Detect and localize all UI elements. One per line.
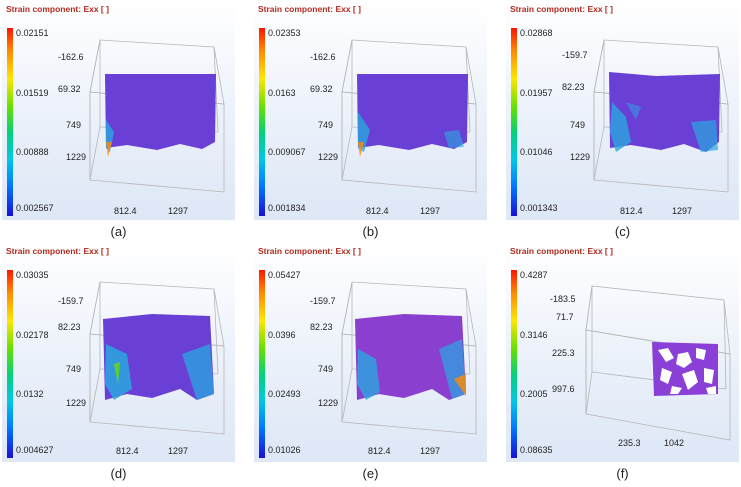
x-tick-label: 812.4	[366, 206, 389, 216]
x-tick-label: 235.3	[618, 438, 641, 448]
y-tick-label: 1229	[66, 398, 87, 408]
y-tick-label: 1229	[318, 398, 339, 408]
x-tick-label: 812.4	[116, 446, 139, 456]
panel-title: Strain component: Exx [ ]	[258, 4, 361, 14]
colorbar-label-3: 0.02493	[268, 389, 301, 399]
colorbar-max-label: 0.02151	[16, 28, 49, 38]
colorbar-max-label: 0.02868	[520, 28, 553, 38]
strain-surface-plot	[89, 39, 225, 193]
y-tick-label: 1229	[66, 152, 87, 162]
y-tick-label: 1229	[318, 152, 339, 162]
x-tick-label: 1297	[672, 206, 693, 216]
x-tick-label: 1297	[420, 446, 441, 456]
colorbar-label-3: 0.0132	[16, 389, 44, 399]
colorbar-label-2: 0.01957	[520, 88, 553, 98]
colorbar-label-2: 0.01519	[16, 88, 49, 98]
colorbar-max-label: 0.02353	[268, 28, 301, 38]
colorbar-label-2: 0.0396	[268, 330, 296, 340]
x-tick-label: 812.4	[114, 206, 137, 216]
colorbar-label-2: 0.0163	[268, 88, 296, 98]
y-tick-label: 225.3	[552, 348, 575, 358]
strain-surface-plot	[341, 281, 477, 435]
panel-a: Strain component: Exx [ ] 0.02151 0.0151…	[2, 2, 235, 220]
y-tick-label: 749	[570, 120, 586, 130]
x-tick-label: 812.4	[368, 446, 391, 456]
panel-title: Strain component: Exx [ ]	[258, 246, 361, 256]
strain-surface-plot	[585, 285, 731, 441]
colorbar-min-label: 0.002567	[16, 203, 54, 213]
colorbar-label-3: 0.2005	[520, 389, 548, 399]
colorbar-label-2: 0.02178	[16, 330, 49, 340]
colorbar-label-2: 0.3146	[520, 330, 548, 340]
colorbar	[259, 28, 265, 216]
panel-e: Strain component: Exx [ ] 0.05427 0.0396…	[254, 244, 487, 462]
y-tick-label: -159.7	[310, 296, 336, 306]
y-tick-label: 82.23	[562, 82, 585, 92]
colorbar	[511, 28, 517, 216]
y-tick-label: -159.7	[58, 296, 84, 306]
colorbar-label-3: 0.009067	[268, 147, 306, 157]
y-tick-label: -159.7	[562, 50, 588, 60]
strain-surface-plot	[89, 281, 225, 435]
x-tick-label: 1297	[168, 206, 189, 216]
y-tick-label: 71.7	[556, 312, 574, 322]
y-tick-label: -162.6	[58, 52, 84, 62]
y-tick-label: 749	[66, 364, 82, 374]
panel-caption: (e)	[362, 466, 379, 481]
x-tick-label: 1297	[420, 206, 441, 216]
y-tick-label: 82.23	[310, 322, 333, 332]
panel-f: Strain component: Exx [ ] 0.4287 0.3146 …	[506, 244, 739, 462]
y-tick-label: 749	[66, 120, 82, 130]
y-tick-label: 69.32	[310, 84, 333, 94]
colorbar	[259, 270, 265, 458]
colorbar-label-3: 0.00888	[16, 147, 49, 157]
y-tick-label: 749	[318, 364, 334, 374]
colorbar-max-label: 0.03035	[16, 270, 49, 280]
y-tick-label: 1229	[570, 152, 591, 162]
panel-caption: (d)	[110, 466, 127, 481]
y-tick-label: -162.6	[310, 52, 336, 62]
panel-c: Strain component: Exx [ ] 0.02868 0.0195…	[506, 2, 739, 220]
colorbar-min-label: 0.001343	[520, 203, 558, 213]
panel-title: Strain component: Exx [ ]	[6, 246, 109, 256]
panel-caption: (a)	[110, 224, 127, 239]
strain-surface-plot	[341, 39, 477, 193]
colorbar-min-label: 0.01026	[268, 445, 301, 455]
y-tick-label: 997.6	[552, 384, 575, 394]
colorbar	[7, 28, 13, 216]
panel-d: Strain component: Exx [ ] 0.03035 0.0217…	[2, 244, 235, 462]
panel-caption: (c)	[614, 224, 631, 239]
colorbar	[511, 270, 517, 458]
colorbar	[7, 270, 13, 458]
colorbar-max-label: 0.05427	[268, 270, 301, 280]
colorbar-min-label: 0.08635	[520, 445, 553, 455]
colorbar-label-3: 0.01046	[520, 147, 553, 157]
x-tick-label: 1297	[168, 446, 189, 456]
colorbar-min-label: 0.004627	[16, 445, 54, 455]
y-tick-label: 82.23	[58, 322, 81, 332]
colorbar-max-label: 0.4287	[520, 270, 548, 280]
x-tick-label: 1042	[664, 438, 685, 448]
y-tick-label: -183.5	[550, 294, 576, 304]
y-tick-label: 749	[318, 120, 334, 130]
panel-title: Strain component: Exx [ ]	[510, 246, 613, 256]
panel-b: Strain component: Exx [ ] 0.02353 0.0163…	[254, 2, 487, 220]
panel-title: Strain component: Exx [ ]	[510, 4, 613, 14]
y-tick-label: 69.32	[58, 84, 81, 94]
panel-title: Strain component: Exx [ ]	[6, 4, 109, 14]
strain-surface-plot	[593, 39, 729, 193]
panel-caption: (f)	[616, 466, 629, 481]
x-tick-label: 812.4	[620, 206, 643, 216]
panel-caption: (b)	[362, 224, 379, 239]
colorbar-min-label: 0.001834	[268, 203, 306, 213]
